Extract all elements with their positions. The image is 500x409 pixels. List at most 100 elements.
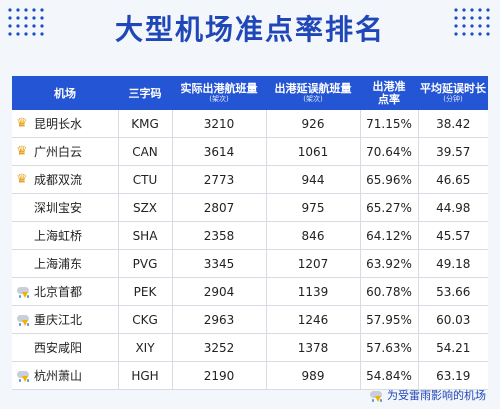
header-avg-delay: 平均延误时长 (分钟) bbox=[418, 76, 488, 110]
cell-actual: 3210 bbox=[172, 110, 267, 138]
airport-name: 上海浦东 bbox=[34, 257, 83, 271]
cell-code: PVG bbox=[118, 249, 173, 278]
crown-icon: ♛ bbox=[16, 143, 28, 159]
legend: 为受雷雨影响的机场 bbox=[369, 387, 486, 403]
cell-delayed: 926 bbox=[266, 110, 361, 138]
cell-actual: 2773 bbox=[172, 165, 267, 194]
table-row: 深圳宝安 SZX 2807 975 65.27% 44.98 bbox=[12, 193, 488, 222]
cell-actual: 3252 bbox=[172, 333, 267, 362]
cell-delayed: 846 bbox=[266, 221, 361, 250]
cell-airport: ♛ 昆明长水 bbox=[12, 110, 119, 138]
airport-name: 重庆江北 bbox=[34, 313, 83, 327]
decorative-dots-right bbox=[452, 6, 494, 36]
cell-avg-delay: 53.66 bbox=[418, 277, 488, 306]
cell-delayed: 1061 bbox=[266, 137, 361, 166]
cell-avg-delay: 63.19 bbox=[418, 361, 488, 390]
table-row: 上海浦东 PVG 3345 1207 63.92% 49.18 bbox=[12, 249, 488, 278]
table-row: 杭州萧山 HGH 2190 989 54.84% 63.19 bbox=[12, 361, 488, 390]
table-header-row: 机场 三字码 实际出港航班量 (架次) 出港延误航班量 (架次) 出港准点率 平均延… bbox=[12, 76, 488, 110]
airport-name: 深圳宝安 bbox=[34, 201, 83, 215]
cell-code: CTU bbox=[118, 165, 173, 194]
cell-airport: 上海虹桥 bbox=[12, 221, 119, 250]
cell-code: KMG bbox=[118, 110, 173, 138]
ranking-table: 机场 三字码 实际出港航班量 (架次) 出港延误航班量 (架次) 出港准点率 平均延… bbox=[12, 76, 488, 390]
airport-name: 广州白云 bbox=[34, 145, 83, 159]
table-row: ♛ 昆明长水 KMG 3210 926 71.15% 38.42 bbox=[12, 110, 488, 138]
cell-delayed: 1139 bbox=[266, 277, 361, 306]
cell-avg-delay: 39.57 bbox=[418, 137, 488, 166]
cell-ontime: 60.78% bbox=[360, 277, 419, 306]
cell-delayed: 1378 bbox=[266, 333, 361, 362]
cell-code: HGH bbox=[118, 361, 173, 390]
cell-delayed: 944 bbox=[266, 165, 361, 194]
crown-icon: ♛ bbox=[16, 115, 28, 131]
cell-delayed: 975 bbox=[266, 193, 361, 222]
cell-airport: ♛ 成都双流 bbox=[12, 165, 119, 194]
airport-name: 北京首都 bbox=[34, 285, 83, 299]
blank-marker bbox=[16, 257, 32, 271]
cell-code: SZX bbox=[118, 193, 173, 222]
cell-delayed: 1246 bbox=[266, 305, 361, 334]
thunderstorm-icon bbox=[369, 389, 385, 403]
cell-ontime: 54.84% bbox=[360, 361, 419, 390]
thunderstorm-icon bbox=[16, 285, 32, 299]
cell-code: SHA bbox=[118, 221, 173, 250]
cell-avg-delay: 54.21 bbox=[418, 333, 488, 362]
page-title: 大型机场准点率排名 bbox=[114, 13, 385, 46]
cell-actual: 2190 bbox=[172, 361, 267, 390]
cell-actual: 2358 bbox=[172, 221, 267, 250]
cell-ontime: 63.92% bbox=[360, 249, 419, 278]
cell-delayed: 989 bbox=[266, 361, 361, 390]
cell-code: CAN bbox=[118, 137, 173, 166]
cell-airport: 杭州萧山 bbox=[12, 361, 119, 390]
cell-actual: 2807 bbox=[172, 193, 267, 222]
cell-ontime: 57.95% bbox=[360, 305, 419, 334]
crown-icon: ♛ bbox=[16, 171, 28, 187]
cell-avg-delay: 45.57 bbox=[418, 221, 488, 250]
header-airport: 机场 bbox=[12, 76, 118, 110]
airport-name: 西安咸阳 bbox=[34, 341, 83, 355]
table-row: 北京首都 PEK 2904 1139 60.78% 53.66 bbox=[12, 277, 488, 306]
cell-ontime: 71.15% bbox=[360, 110, 419, 138]
cell-airport: 北京首都 bbox=[12, 277, 119, 306]
cell-code: PEK bbox=[118, 277, 173, 306]
header-code: 三字码 bbox=[118, 76, 172, 110]
airport-name: 杭州萧山 bbox=[34, 369, 83, 383]
airport-name: 昆明长水 bbox=[34, 117, 83, 131]
cell-code: XIY bbox=[118, 333, 173, 362]
blank-marker bbox=[16, 341, 32, 355]
blank-marker bbox=[16, 201, 32, 215]
cell-code: CKG bbox=[118, 305, 173, 334]
blank-marker bbox=[16, 229, 32, 243]
cell-actual: 2904 bbox=[172, 277, 267, 306]
cell-actual: 3345 bbox=[172, 249, 267, 278]
cell-airport: 上海浦东 bbox=[12, 249, 119, 278]
cell-actual: 2963 bbox=[172, 305, 267, 334]
header-ontime: 出港准点率 bbox=[360, 76, 418, 110]
table-row: 重庆江北 CKG 2963 1246 57.95% 60.03 bbox=[12, 305, 488, 334]
thunderstorm-icon bbox=[16, 369, 32, 383]
table-row: ♛ 广州白云 CAN 3614 1061 70.64% 39.57 bbox=[12, 137, 488, 166]
table-row: 上海虹桥 SHA 2358 846 64.12% 45.57 bbox=[12, 221, 488, 250]
table-row: ♛ 成都双流 CTU 2773 944 65.96% 46.65 bbox=[12, 165, 488, 194]
cell-delayed: 1207 bbox=[266, 249, 361, 278]
header-delayed: 出港延误航班量 (架次) bbox=[266, 76, 360, 110]
airport-name: 上海虹桥 bbox=[34, 229, 83, 243]
table-row: 西安咸阳 XIY 3252 1378 57.63% 54.21 bbox=[12, 333, 488, 362]
header-actual: 实际出港航班量 (架次) bbox=[172, 76, 266, 110]
cell-ontime: 65.96% bbox=[360, 165, 419, 194]
cell-ontime: 70.64% bbox=[360, 137, 419, 166]
cell-avg-delay: 49.18 bbox=[418, 249, 488, 278]
cell-actual: 3614 bbox=[172, 137, 267, 166]
cell-avg-delay: 38.42 bbox=[418, 110, 488, 138]
airport-name: 成都双流 bbox=[34, 173, 83, 187]
cell-ontime: 57.63% bbox=[360, 333, 419, 362]
cell-ontime: 64.12% bbox=[360, 221, 419, 250]
cell-ontime: 65.27% bbox=[360, 193, 419, 222]
cell-airport: ♛ 广州白云 bbox=[12, 137, 119, 166]
legend-text: 为受雷雨影响的机场 bbox=[387, 389, 486, 402]
decorative-dots-left bbox=[6, 6, 48, 36]
cell-avg-delay: 46.65 bbox=[418, 165, 488, 194]
cell-airport: 深圳宝安 bbox=[12, 193, 119, 222]
cell-avg-delay: 60.03 bbox=[418, 305, 488, 334]
